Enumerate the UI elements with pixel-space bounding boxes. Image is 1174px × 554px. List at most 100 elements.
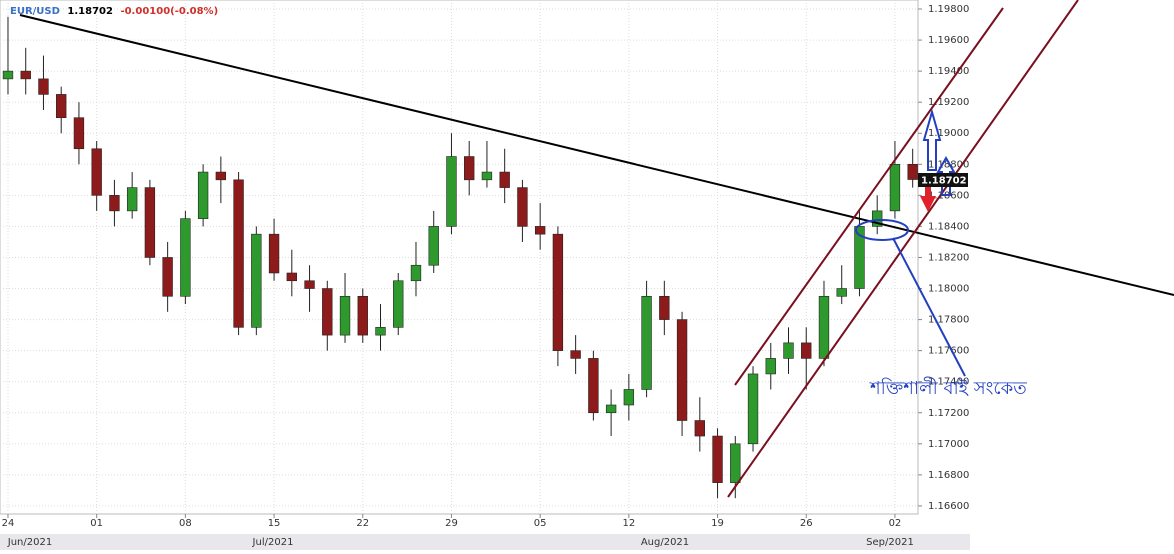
month-band: [0, 534, 970, 550]
x-tick-label: 12: [622, 518, 635, 529]
candle-body: [56, 94, 67, 119]
month-label: Jul/2021: [252, 537, 294, 548]
trend-line: [19, 14, 1174, 296]
month-label: Sep/2021: [866, 537, 914, 548]
x-tick-label: 24: [2, 518, 15, 529]
price-change: -0.00100(-0.08%): [120, 6, 218, 17]
y-tick-label: 1.19600: [928, 35, 969, 46]
y-tick-label: 1.16600: [928, 501, 969, 512]
down-arrow: [920, 180, 936, 212]
candle-body: [801, 342, 812, 359]
candle-body: [747, 373, 759, 445]
candle-body: [2, 70, 14, 80]
y-tick-label: 1.17400: [928, 377, 969, 388]
y-tick-label: 1.18400: [928, 221, 969, 232]
candle-body: [20, 70, 31, 80]
candle-body: [428, 226, 439, 266]
y-tick-label: 1.18200: [928, 252, 969, 263]
candle-body: [144, 187, 156, 258]
x-tick-label: 02: [889, 518, 902, 529]
x-tick-label: 26: [800, 518, 813, 529]
candle-body: [322, 288, 333, 336]
candle-body: [446, 156, 457, 227]
candle-body: [109, 195, 120, 212]
x-tick-label: 08: [179, 518, 192, 529]
candle-body: [889, 163, 901, 212]
candle-body: [215, 171, 227, 181]
candle-body: [410, 264, 422, 282]
candle-body: [783, 342, 794, 359]
x-tick-label: 22: [356, 518, 369, 529]
candle-body: [854, 226, 865, 289]
y-tick-label: 1.19800: [928, 4, 969, 15]
pointer-line: [892, 237, 966, 377]
price-tag-label: 1.18702: [921, 176, 967, 187]
candle-body: [499, 171, 510, 188]
candle-body: [251, 233, 262, 328]
annotation: শক্তিশালী বাই সংকেত: [869, 377, 1027, 399]
candle-body: [836, 288, 847, 297]
candle-body: [286, 272, 297, 282]
price-tag: [918, 173, 968, 187]
y-tick-label: 1.17200: [928, 408, 969, 419]
y-tick-label: 1.17600: [928, 346, 969, 357]
candle-body: [393, 280, 404, 328]
up-arrow: [936, 155, 956, 196]
x-tick-label: 01: [90, 518, 103, 529]
candle-body: [570, 350, 581, 359]
candle-body: [197, 171, 209, 219]
candle-body: [339, 295, 351, 336]
y-tick-label: 1.18000: [928, 284, 969, 295]
y-tick-label: 1.18800: [928, 159, 969, 170]
candle-body: [73, 117, 85, 150]
month-label: Aug/2021: [641, 537, 689, 548]
month-label: Jun/2021: [7, 537, 52, 548]
candle-body: [676, 319, 688, 421]
candle-body: [623, 389, 635, 406]
up-arrow: [922, 108, 942, 171]
candle-body: [534, 226, 546, 235]
candle-body: [304, 280, 315, 289]
y-tick-label: 1.19200: [928, 97, 969, 108]
candle-body: [694, 420, 705, 437]
x-tick-label: 15: [268, 518, 281, 529]
y-tick-label: 1.17000: [928, 439, 969, 450]
candle-body: [588, 358, 599, 414]
header: EUR/USD 1.18702 -0.00100(-0.08%): [10, 6, 218, 17]
candle-body: [659, 295, 670, 320]
candle-body: [162, 257, 173, 297]
candle-body: [91, 148, 102, 196]
candle-body: [818, 295, 830, 359]
candle-body: [517, 187, 528, 227]
candle-body: [38, 78, 49, 95]
symbol: EUR/USD: [10, 6, 60, 17]
channel-upper: [734, 7, 1004, 386]
y-tick-label: 1.16800: [928, 470, 969, 481]
candle-body: [552, 233, 564, 351]
candle-body: [357, 295, 368, 336]
x-tick-label: 05: [534, 518, 547, 529]
candle-body: [907, 163, 918, 180]
candle-body: [641, 295, 652, 390]
x-tick-label: 19: [711, 518, 724, 529]
signal-ellipse: [855, 219, 909, 241]
candle-body: [268, 233, 280, 274]
candle-body: [233, 179, 244, 328]
candle-body: [375, 327, 386, 336]
candle-body: [730, 443, 741, 483]
x-tick-label: 29: [445, 518, 458, 529]
candle-body: [712, 435, 723, 483]
candle-body: [872, 210, 883, 227]
last-price: 1.18702: [67, 6, 113, 17]
candle-body: [765, 358, 776, 375]
candle-body: [126, 187, 138, 212]
channel-lower: [727, 0, 1079, 498]
candle-body: [180, 218, 191, 297]
drawings: [19, 0, 1174, 498]
candle-body: [481, 171, 493, 181]
y-tick-label: 1.17800: [928, 315, 969, 326]
candle-body: [464, 156, 475, 181]
y-tick-label: 1.19000: [928, 128, 969, 139]
